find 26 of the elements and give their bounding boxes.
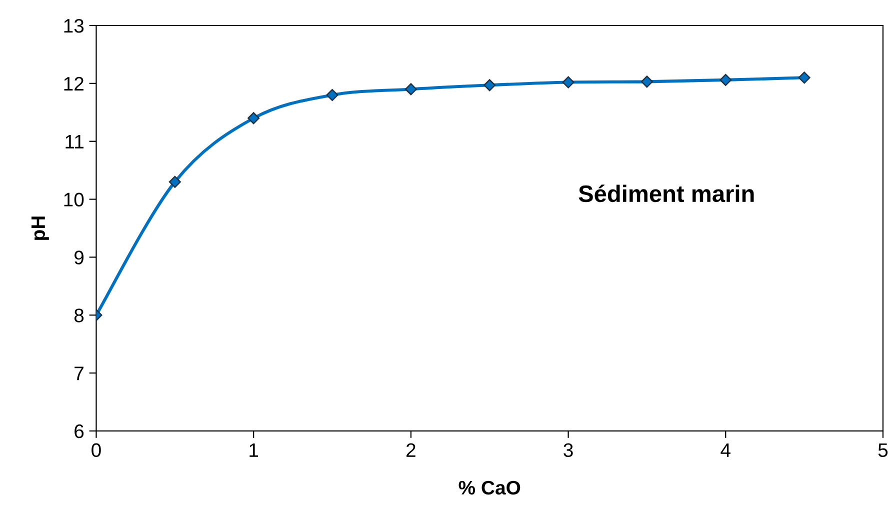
y-tick-label: 12 (64, 76, 84, 90)
y-tick-label: 9 (74, 250, 84, 264)
y-tick-label: 11 (66, 135, 84, 148)
y-axis-title: pH (31, 216, 49, 240)
y-tick-label: 8 (74, 308, 84, 322)
x-tick-label: 1 (250, 443, 258, 457)
point (404, 83, 417, 96)
x-axis-title: % CaO (458, 480, 520, 495)
point (484, 79, 496, 92)
y-tick-label: 10 (64, 192, 84, 206)
x-tick-label: 5 (878, 443, 888, 458)
point (168, 176, 181, 188)
point (326, 88, 338, 102)
y-tick-label: 7 (74, 366, 84, 380)
annotation: Sédiment marin (578, 184, 754, 202)
x-tick-label: 3 (564, 443, 573, 458)
y-tick-label: 6 (74, 424, 84, 438)
point (640, 76, 653, 88)
x-tick-label: 2 (406, 443, 416, 457)
x-tick-label: 4 (720, 443, 730, 457)
x-tick-label: 0 (92, 443, 101, 458)
point (720, 74, 732, 86)
y-tick-label: 13 (64, 18, 84, 33)
point (248, 112, 260, 124)
point (798, 72, 810, 84)
point (562, 76, 574, 88)
